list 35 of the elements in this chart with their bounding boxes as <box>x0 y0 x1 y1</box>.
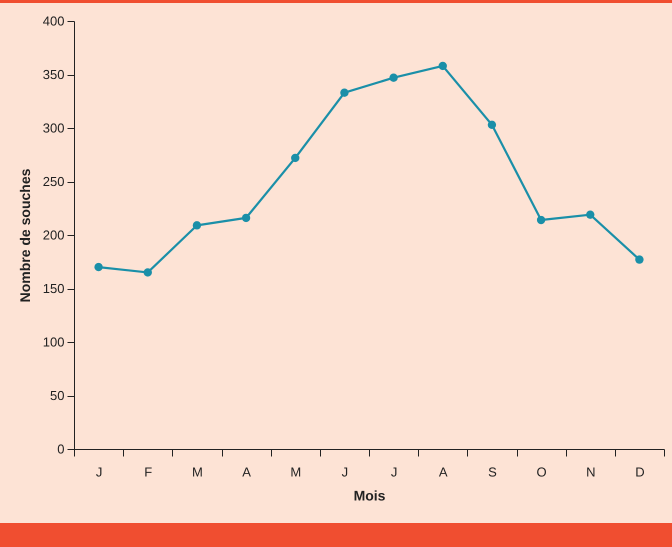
point <box>192 221 202 230</box>
y-tick-label: 150 <box>42 281 64 296</box>
x-tick-label: A <box>242 464 252 480</box>
y-tick-label: 350 <box>42 67 64 82</box>
x-tick-label: M <box>290 464 302 480</box>
point <box>438 62 447 70</box>
y-tick-label: 200 <box>42 228 64 242</box>
x-tick-label: F <box>144 464 152 480</box>
point <box>635 255 644 264</box>
point <box>94 262 103 272</box>
point <box>144 268 152 277</box>
y-tick-label: 300 <box>42 120 64 136</box>
y-tick-label: 400 <box>42 14 64 28</box>
x-tick-label: J <box>390 464 398 480</box>
point <box>536 216 546 224</box>
x-tick-label: J <box>342 464 348 480</box>
y-tick-label: 0 <box>57 442 64 456</box>
point <box>586 210 594 219</box>
point <box>389 74 398 82</box>
x-tick-label: O <box>536 464 547 480</box>
y-tick-label: 100 <box>42 334 64 350</box>
x-tick-label: N <box>586 464 596 480</box>
x-tick-label: D <box>635 464 645 480</box>
y-tick-label: 50 <box>50 388 64 403</box>
x-tick-label: M <box>192 464 203 480</box>
point <box>340 88 349 97</box>
y-tick-label: 250 <box>42 174 64 189</box>
x-tick-label: J <box>96 464 102 480</box>
x-axis-title: Mois <box>354 488 386 504</box>
point <box>488 120 496 129</box>
x-tick-label: A <box>438 464 448 480</box>
x-tick-label: S <box>488 464 498 480</box>
point <box>291 154 300 162</box>
y-axis-title: Nombre de souches <box>16 168 33 302</box>
point <box>242 214 250 222</box>
